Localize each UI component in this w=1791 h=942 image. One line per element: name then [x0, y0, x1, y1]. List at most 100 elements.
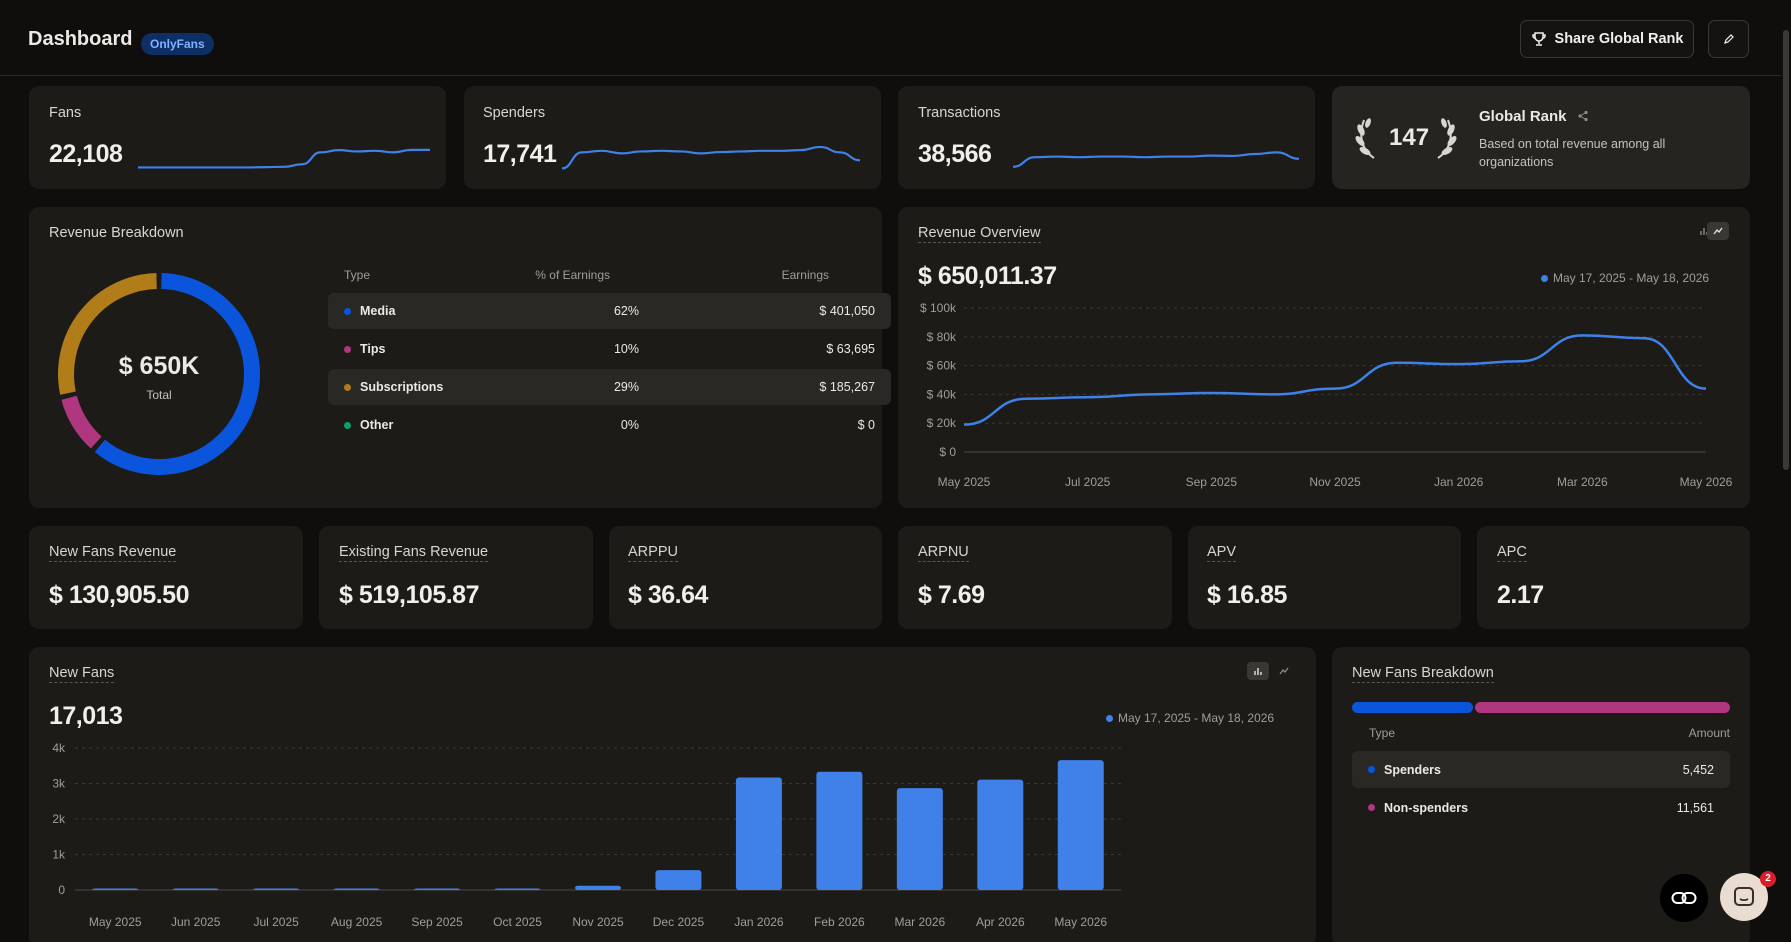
- bar-sep-2025[interactable]: [414, 888, 461, 891]
- fans-label: Fans: [49, 105, 82, 121]
- y-tick-label: 1k: [52, 848, 66, 862]
- y-tick-label: 3k: [52, 777, 66, 791]
- x-tick-label: May 2026: [1680, 475, 1733, 489]
- apc-card: APC 2.17: [1477, 526, 1750, 629]
- non-spenders-share-bar: [1475, 702, 1730, 713]
- bar-mar-2026[interactable]: [896, 788, 943, 890]
- spenders-label: Spenders: [483, 105, 546, 121]
- bar-oct-2025[interactable]: [494, 888, 541, 891]
- x-tick-label: Mar 2026: [1557, 475, 1608, 489]
- row-earnings: $ 0: [857, 418, 875, 432]
- sparkline-path: [561, 145, 861, 170]
- share-icon[interactable]: [1577, 110, 1589, 122]
- metric-label: Existing Fans Revenue: [339, 544, 489, 562]
- transactions-value: 38,566: [918, 140, 992, 168]
- line-view-toggle[interactable]: [1707, 222, 1729, 240]
- row-earnings: $ 63,695: [826, 342, 875, 356]
- global-rank-card: 147 Global Rank Based on total revenue a…: [1332, 86, 1750, 189]
- row-type: Media: [360, 304, 396, 318]
- bar-jul-2025[interactable]: [253, 888, 300, 891]
- sparkline-path: [1012, 151, 1300, 168]
- new-fans-value: 17,013: [49, 702, 123, 730]
- transactions-label: Transactions: [918, 105, 1001, 121]
- x-tick-label: Mar 2026: [894, 915, 945, 929]
- bar-feb-2026[interactable]: [816, 771, 863, 890]
- metric-label: ARPNU: [918, 544, 969, 562]
- x-tick-label: Jul 2025: [253, 915, 299, 929]
- new-fans-bar-chart: 0 1k 2k 3k 4k May 2025 Jun 2025 Jul 2025 Aug 202…: [52, 741, 1121, 929]
- bar-may-2026[interactable]: [1057, 760, 1104, 890]
- revenue-overview-card: Revenue Overview $ 650,011.37 May 17, 20…: [898, 207, 1750, 508]
- metric-value: $ 519,105.87: [339, 581, 479, 609]
- laurel-left-icon: [1355, 118, 1375, 159]
- x-tick-label: Aug 2025: [331, 915, 383, 929]
- transactions-card: Transactions 38,566: [898, 86, 1315, 189]
- spenders-card: Spenders 17,741: [464, 86, 881, 189]
- breakdown-row-other: Other 0% $ 0: [328, 407, 891, 443]
- trophy-icon: [1531, 32, 1546, 46]
- donut-slice-media[interactable]: [94, 273, 260, 475]
- x-tick-label: Jun 2025: [171, 915, 221, 929]
- bar-view-toggle[interactable]: [1247, 662, 1269, 680]
- bar-nov-2025[interactable]: [575, 885, 621, 890]
- y-tick-label: $ 40k: [927, 387, 957, 401]
- y-tick-label: $ 20k: [927, 416, 957, 430]
- row-type: Non-spenders: [1384, 800, 1469, 815]
- bar-dec-2025[interactable]: [655, 870, 702, 890]
- apv-card: APV $ 16.85: [1188, 526, 1461, 629]
- edit-button[interactable]: [1708, 20, 1749, 58]
- global-rank-title: Global Rank: [1479, 108, 1589, 125]
- chat-button[interactable]: [1720, 873, 1768, 921]
- breakdown-col-type: Type: [1369, 726, 1396, 740]
- donut-slice-subscriptions[interactable]: [58, 273, 157, 395]
- metric-value: $ 36.64: [628, 581, 708, 609]
- row-pct: 0%: [620, 418, 639, 432]
- spenders-dot: [1368, 766, 1375, 773]
- y-tick-label: 2k: [52, 812, 66, 826]
- x-tick-label: Oct 2025: [493, 915, 542, 929]
- share-global-rank-button[interactable]: Share Global Rank: [1520, 20, 1694, 58]
- bar-apr-2026[interactable]: [977, 779, 1024, 890]
- x-tick-label: Nov 2025: [572, 915, 624, 929]
- page-title: Dashboard: [28, 28, 133, 50]
- row-type: Tips: [360, 342, 386, 356]
- metric-value: $ 16.85: [1207, 581, 1287, 609]
- line-view-toggle[interactable]: [1273, 662, 1295, 680]
- range-dot: [1541, 275, 1548, 282]
- x-tick-label: Jan 2026: [734, 915, 784, 929]
- breakdown-col-amount: Amount: [1688, 726, 1730, 740]
- metric-label: APC: [1497, 544, 1527, 562]
- row-amount: 5,452: [1682, 762, 1714, 777]
- row-pct: 29%: [613, 380, 639, 394]
- non-spenders-dot: [1368, 804, 1375, 811]
- scrollbar[interactable]: [1783, 30, 1789, 470]
- x-tick-label: Apr 2026: [976, 915, 1025, 929]
- x-tick-label: Sep 2025: [411, 915, 463, 929]
- global-rank-number: 147: [1389, 124, 1430, 151]
- chat-icon: [1734, 887, 1754, 906]
- range-text: May 17, 2025 - May 18, 2026: [1553, 271, 1710, 285]
- link-button[interactable]: [1660, 874, 1708, 922]
- new-fans-revenue-card: New Fans Revenue $ 130,905.50: [29, 526, 303, 629]
- line-chart-icon: [1713, 227, 1723, 235]
- col-earnings: Earnings: [781, 268, 829, 282]
- revenue-line-chart: $ 0 $ 20k $ 40k $ 60k $ 80k $ 100k May 2025 Jul…: [920, 301, 1733, 489]
- row-type: Other: [360, 418, 394, 432]
- bar-jan-2026[interactable]: [735, 777, 782, 890]
- metric-value: $ 130,905.50: [49, 581, 189, 609]
- platform-badge: OnlyFans: [141, 33, 214, 55]
- row-amount: 11,561: [1676, 800, 1714, 815]
- x-tick-label: May 2026: [1054, 915, 1107, 929]
- revenue-breakdown-title: Revenue Breakdown: [49, 225, 184, 241]
- bar-may-2025[interactable]: [92, 888, 139, 891]
- pencil-icon: [1723, 34, 1734, 44]
- metric-label: New Fans Revenue: [49, 544, 177, 562]
- x-tick-label: Jan 2026: [1434, 475, 1484, 489]
- donut-total-label: Total: [146, 388, 172, 402]
- revenue-donut-chart: [58, 273, 260, 475]
- bar-aug-2025[interactable]: [333, 888, 380, 891]
- line-chart-icon: [1279, 667, 1289, 675]
- y-tick-label: $ 60k: [927, 359, 957, 373]
- donut-slice-tips[interactable]: [61, 395, 102, 449]
- bar-jun-2025[interactable]: [172, 888, 219, 891]
